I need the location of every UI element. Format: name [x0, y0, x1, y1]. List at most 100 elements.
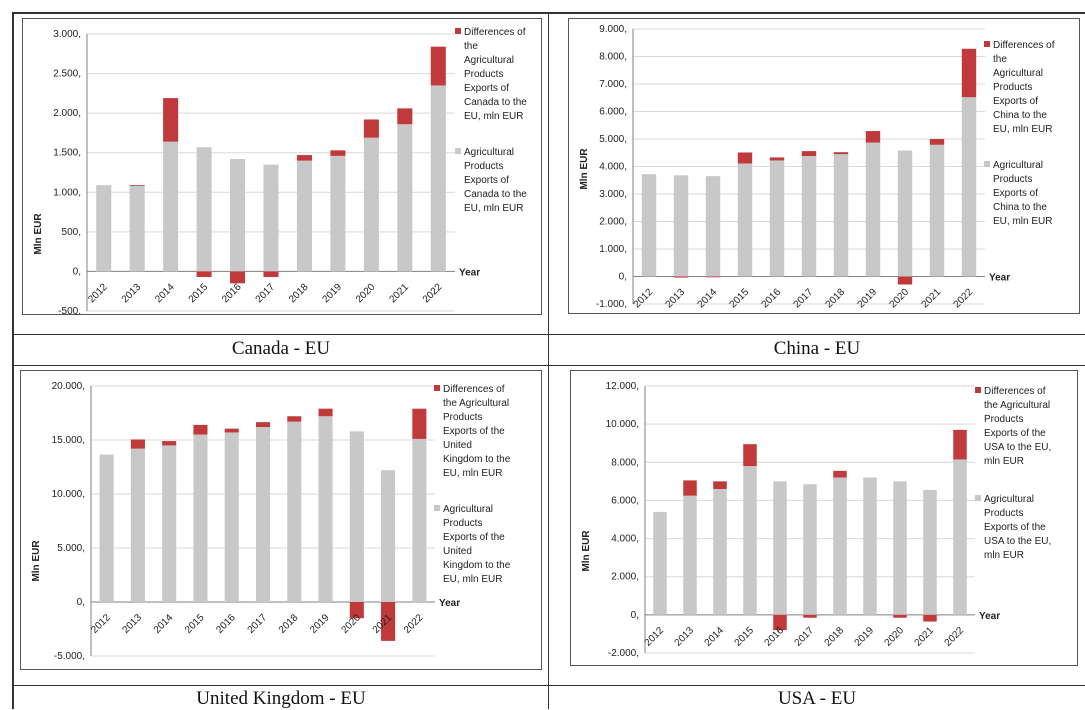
- bar-diff-2015: [738, 152, 752, 163]
- bar-base-2019: [863, 478, 877, 615]
- bar-diff-2019: [866, 131, 880, 143]
- y-tick-label: 3.000,: [53, 29, 81, 40]
- x-tick-label: 2017: [254, 281, 278, 305]
- y-tick-label: 0,: [631, 610, 639, 621]
- bar-diff-2014: [163, 98, 178, 142]
- bar-base-2012: [100, 455, 114, 602]
- x-tick-label: 2012: [89, 612, 113, 636]
- y-tick-label: 8.000,: [611, 457, 639, 468]
- y-axis-title: Mln EUR: [579, 148, 590, 190]
- bar-diff-2014: [713, 481, 727, 489]
- bar-diff-2014: [162, 441, 176, 445]
- x-tick-label: 2019: [853, 625, 877, 649]
- caption-canada-eu: Canada - EU: [14, 338, 548, 360]
- y-tick-label: 6.000,: [611, 495, 639, 506]
- y-tick-label: 6.000,: [599, 107, 627, 118]
- chart-usa-eu: -2.000,0,2.000,4.000,6.000,8.000,10.000,…: [571, 371, 1077, 665]
- bar-diff-2014: [706, 277, 720, 278]
- bar-base-2012: [96, 185, 111, 271]
- y-tick-label: 0,: [619, 272, 627, 283]
- caption-usa-eu: USA - EU: [549, 688, 1085, 710]
- y-tick-label: -500,: [58, 306, 81, 314]
- legend-label: Differences of the Agricultural Products Ex…: [984, 386, 1051, 467]
- bar-base-2020: [350, 431, 364, 602]
- y-tick-label: 2.000,: [599, 217, 627, 228]
- x-tick-label: 2022: [943, 625, 967, 649]
- bar-base-2018: [287, 422, 301, 602]
- bar-diff-2013: [683, 480, 697, 495]
- x-tick-label: 2017: [246, 612, 270, 636]
- chart-canada-eu: -500,0,500,1.000,1.500,2.000,2.500,3.000…: [23, 19, 541, 314]
- y-tick-label: 5.000,: [57, 543, 85, 554]
- y-tick-label: 4.000,: [611, 534, 639, 545]
- x-axis-title: Year: [979, 611, 1000, 622]
- y-tick-label: 0,: [77, 597, 85, 608]
- y-tick-label: 5.000,: [599, 134, 627, 145]
- y-tick-label: 10.000,: [606, 419, 639, 430]
- bar-base-2021: [930, 145, 944, 277]
- x-tick-label: 2019: [308, 612, 332, 636]
- bar-diff-2020: [898, 277, 912, 285]
- outer-border-left: [12, 12, 14, 709]
- bar-base-2021: [397, 124, 412, 271]
- legend-label: Differences of the Agricultural Products Ex…: [443, 384, 511, 479]
- legend-swatch: [984, 41, 990, 47]
- y-tick-label: 1.000,: [53, 187, 81, 198]
- bar-diff-2018: [287, 416, 301, 421]
- legend-label: Differences of the Agricultural Products Exp…: [464, 27, 527, 122]
- x-tick-label: 2014: [703, 625, 727, 649]
- x-tick-label: 2013: [664, 287, 688, 311]
- chart-panel-uk: -5.000, 0, 5.000, 10.000, 15.000, 20.000, Mln …: [20, 370, 542, 670]
- legend-swatch: [455, 148, 461, 154]
- bar-diff-2022: [962, 49, 976, 97]
- bar-base-2013: [683, 496, 697, 615]
- bar-base-2017: [256, 427, 270, 602]
- bar-base-2013: [674, 175, 688, 276]
- bar-base-2012: [653, 512, 667, 615]
- y-tick-label: 0,: [73, 266, 81, 277]
- y-tick-label: -5.000,: [54, 651, 85, 662]
- y-tick-label: 2.500,: [53, 69, 81, 80]
- x-axis-title: Year: [439, 598, 460, 609]
- bar-base-2014: [162, 445, 176, 602]
- y-tick-label: 1.000,: [599, 244, 627, 255]
- legend-label: Agricultural Products Exports of the USA to…: [984, 494, 1051, 561]
- legend-swatch: [984, 161, 990, 167]
- x-tick-label: 2022: [402, 612, 426, 636]
- bar-base-2022: [431, 85, 446, 271]
- x-tick-label: 2017: [793, 625, 817, 649]
- bar-diff-2022: [412, 409, 426, 439]
- x-tick-label: 2012: [643, 625, 667, 649]
- legend-label: Agricultural Products Exports of China to t…: [993, 160, 1052, 227]
- bar-diff-2013: [131, 439, 145, 448]
- y-tick-label: 3.000,: [599, 189, 627, 200]
- bar-base-2018: [834, 154, 848, 276]
- y-tick-label: 20.000,: [52, 381, 85, 392]
- x-tick-label: 2013: [673, 625, 697, 649]
- y-tick-label: 8.000,: [599, 52, 627, 63]
- x-tick-label: 2018: [287, 281, 311, 305]
- x-tick-label: 2017: [792, 287, 816, 311]
- y-tick-label: 10.000,: [52, 489, 85, 500]
- bar-base-2013: [130, 186, 145, 271]
- y-tick-label: -1.000,: [596, 299, 627, 310]
- bar-base-2021: [923, 490, 937, 615]
- x-tick-label: 2013: [121, 612, 145, 636]
- bar-base-2022: [962, 97, 976, 276]
- x-tick-label: 2016: [214, 612, 238, 636]
- chart-china-eu: -1.000, 0, 1.000, 2.000, 3.000, 4.000, 5.000, 6…: [569, 19, 1079, 313]
- legend-label: Agricultural Products Exports of Canada to …: [464, 147, 527, 214]
- bar-base-2022: [412, 439, 426, 602]
- y-axis-title: Mln EUR: [33, 213, 44, 255]
- x-tick-label: 2019: [321, 281, 345, 305]
- bar-diff-2017: [256, 422, 270, 427]
- x-tick-label: 2015: [728, 287, 752, 311]
- bar-diff-2019: [330, 150, 345, 156]
- chart-uk-eu: -5.000, 0, 5.000, 10.000, 15.000, 20.000, Mln …: [21, 371, 541, 669]
- bar-diff-2020: [893, 615, 907, 618]
- bar-base-2019: [330, 156, 345, 272]
- bar-base-2022: [953, 459, 967, 614]
- bar-base-2016: [230, 159, 245, 271]
- bar-base-2015: [197, 147, 212, 271]
- y-tick-label: 9.000,: [599, 24, 627, 35]
